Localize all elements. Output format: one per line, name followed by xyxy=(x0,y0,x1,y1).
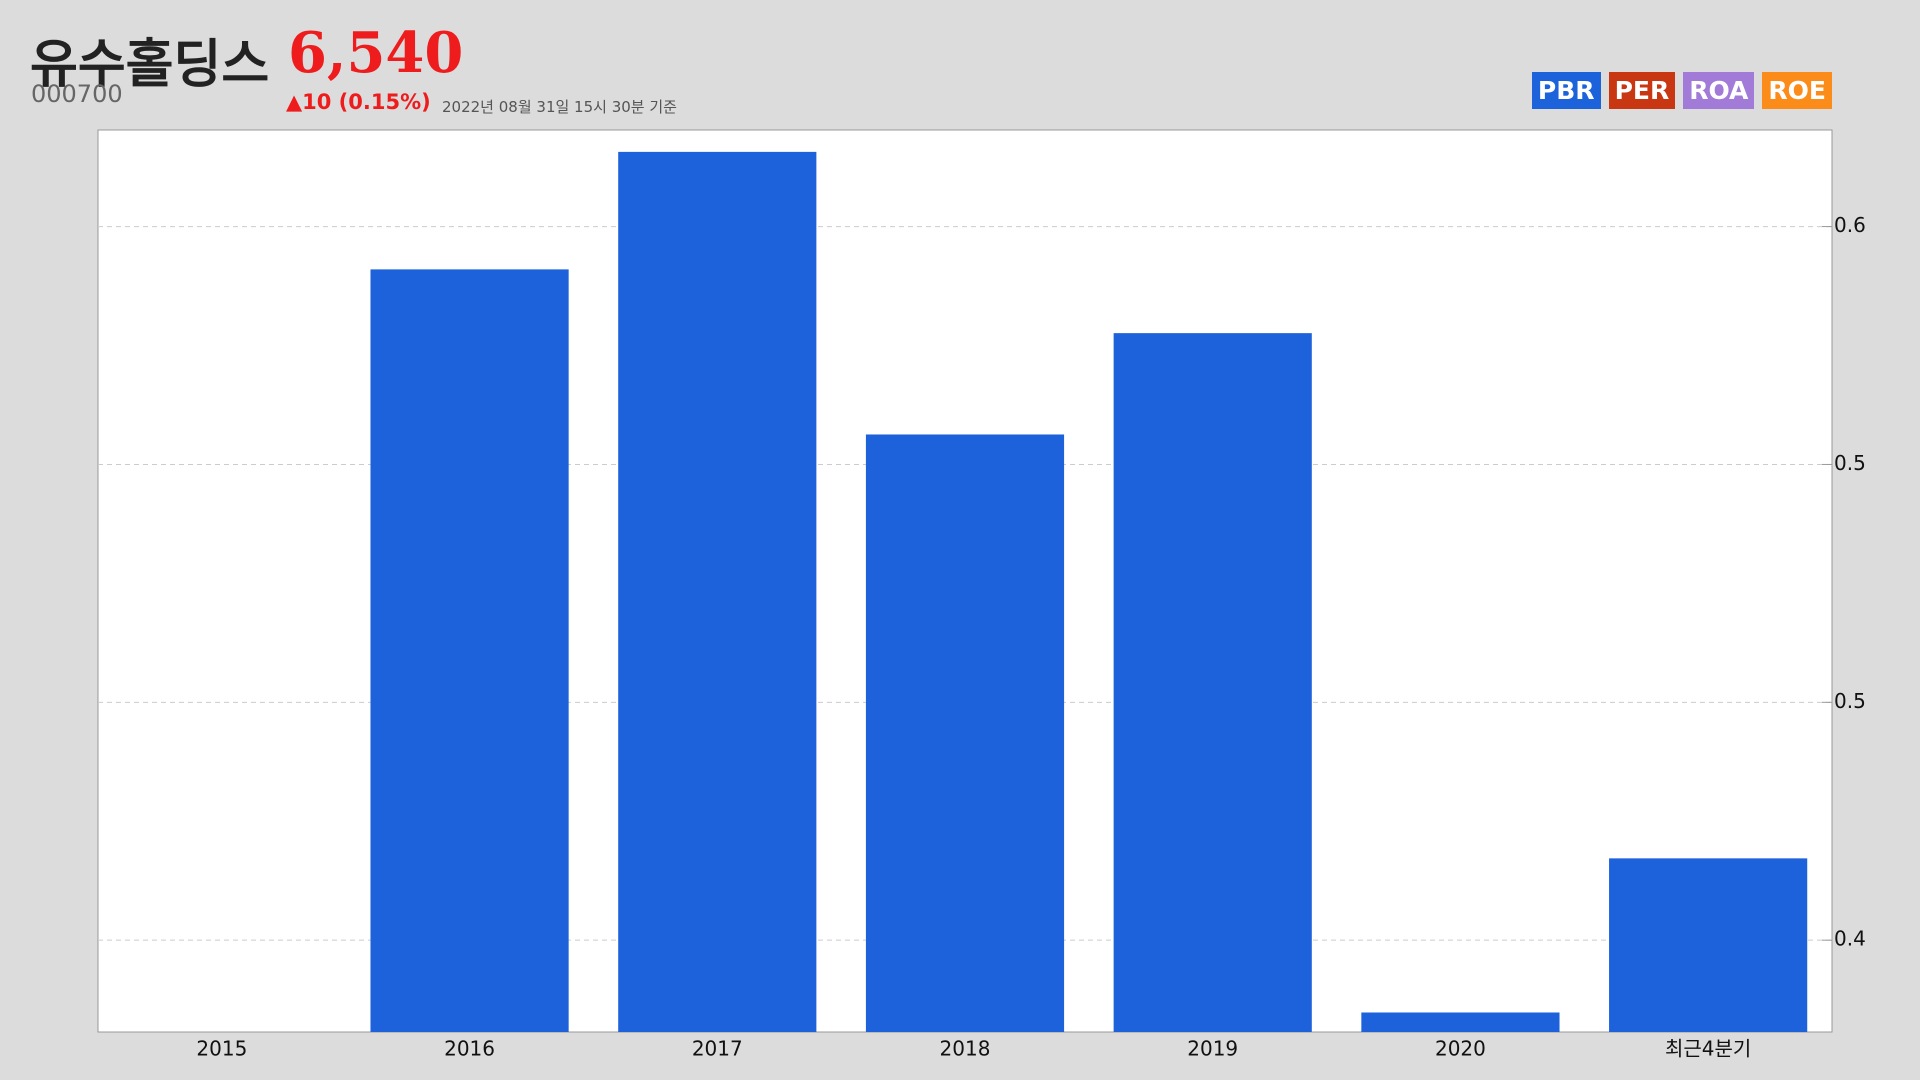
metric-tab[interactable]: PBR xyxy=(1531,72,1601,109)
stock-price: 6,540 xyxy=(288,20,464,86)
bar xyxy=(865,434,1065,1033)
metric-tab[interactable]: ROA xyxy=(1683,72,1755,109)
timestamp: 2022년 08월 31일 15시 30분 기준 xyxy=(442,98,677,116)
y-tick-label: 0.6 xyxy=(1834,213,1866,237)
x-tick-label: 2017 xyxy=(692,1037,743,1061)
x-tick-label: 2015 xyxy=(196,1037,247,1061)
x-tick-label: 2019 xyxy=(1187,1037,1238,1061)
stock-name: 유수홀딩스 xyxy=(30,35,270,95)
stock-code: 000700 xyxy=(31,80,123,108)
metric-tab[interactable]: PER xyxy=(1608,72,1676,109)
bar xyxy=(1361,1012,1560,1032)
x-tick-label: 2016 xyxy=(444,1037,495,1061)
metric-tabs: PBR PER ROA ROE xyxy=(1531,72,1832,109)
bar xyxy=(1113,333,1312,1033)
x-tick-label: 최근4분기 xyxy=(1665,1037,1751,1061)
metric-tab[interactable]: ROE xyxy=(1762,72,1832,109)
x-tick-label: 2020 xyxy=(1435,1037,1486,1061)
x-tick-label: 2018 xyxy=(940,1037,991,1061)
y-tick-label: 0.5 xyxy=(1834,451,1866,475)
bar xyxy=(370,269,569,1032)
y-tick-label: 0.4 xyxy=(1834,927,1866,951)
y-tick-label: 0.5 xyxy=(1834,689,1866,713)
price-change: ▲10 (0.15%) xyxy=(286,90,431,114)
bar xyxy=(618,151,817,1032)
bar xyxy=(1609,858,1808,1032)
